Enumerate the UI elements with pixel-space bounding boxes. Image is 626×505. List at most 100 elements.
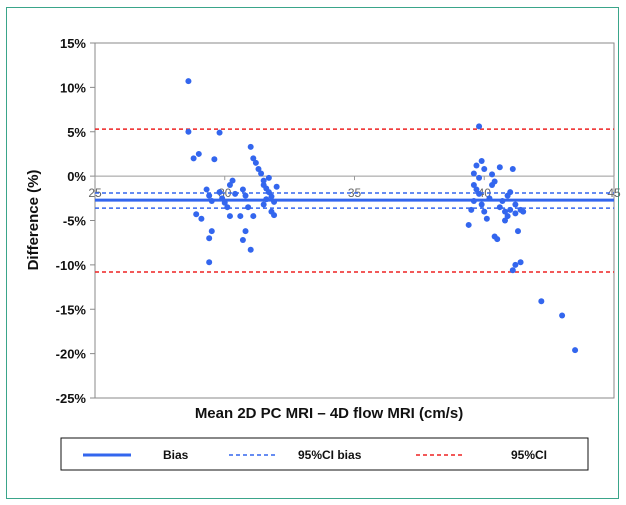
data-point	[470, 170, 477, 177]
data-point	[250, 155, 257, 162]
y-tick-label: 10%	[60, 80, 86, 95]
data-point	[252, 159, 259, 166]
data-point	[504, 213, 511, 220]
data-point	[512, 201, 519, 208]
y-tick-label: 5%	[67, 125, 86, 140]
data-point	[242, 192, 249, 199]
chart-frame	[6, 7, 619, 499]
data-point	[265, 189, 272, 196]
data-point	[258, 170, 265, 177]
data-point	[517, 259, 524, 266]
data-point	[226, 182, 233, 188]
y-tick-label: -20%	[56, 347, 87, 362]
data-point	[496, 204, 503, 211]
data-point	[504, 192, 511, 199]
data-point	[502, 217, 509, 224]
data-point	[221, 199, 228, 206]
data-point	[491, 178, 498, 185]
data-point	[486, 195, 493, 202]
data-point	[245, 204, 252, 211]
data-point	[483, 215, 490, 222]
data-point	[247, 143, 254, 150]
data-point	[538, 298, 545, 305]
data-point	[465, 221, 472, 228]
data-point	[273, 183, 280, 190]
data-point	[208, 228, 215, 235]
data-point	[195, 150, 202, 157]
data-point	[265, 174, 272, 181]
data-point	[271, 212, 278, 219]
data-point	[203, 186, 210, 193]
data-point	[206, 192, 213, 199]
data-point	[470, 197, 477, 204]
data-point	[481, 208, 488, 215]
data-point	[496, 164, 503, 171]
data-point	[216, 129, 223, 136]
legend-bias-label: Bias	[163, 448, 189, 462]
data-point	[572, 347, 579, 354]
data-point	[507, 206, 514, 213]
data-point	[229, 177, 236, 184]
data-point	[185, 128, 192, 135]
y-tick-label: -10%	[56, 258, 87, 273]
data-point	[263, 196, 270, 203]
data-point	[247, 246, 254, 253]
x-tick-label: 45	[607, 186, 621, 200]
data-point	[494, 236, 501, 243]
data-point	[193, 211, 200, 218]
data-point	[226, 213, 233, 220]
data-point	[260, 177, 267, 184]
legend: Bias 95%CI bias 95%CI	[60, 437, 589, 471]
reference-lines	[95, 128, 614, 273]
data-point	[509, 166, 516, 173]
data-point	[255, 166, 262, 173]
data-point	[520, 208, 527, 215]
legend-ci-bias-label: 95%CI bias	[298, 448, 362, 462]
data-point	[206, 235, 213, 242]
y-tick-label: 0%	[67, 169, 86, 184]
data-point	[268, 193, 275, 200]
data-point	[473, 186, 480, 193]
y-tick-label: -15%	[56, 302, 87, 317]
plot-area	[94, 42, 615, 399]
data-point	[190, 155, 197, 162]
data-point	[470, 182, 477, 188]
data-point	[232, 190, 239, 197]
data-point	[216, 189, 223, 196]
legend-ci-label: 95%CI	[511, 448, 547, 462]
data-point	[198, 215, 205, 222]
data-point	[185, 78, 192, 85]
data-point	[478, 201, 485, 208]
data-point	[239, 186, 246, 193]
y-tick-label: -25%	[56, 391, 87, 406]
data-point	[499, 197, 506, 204]
data-point	[271, 198, 278, 205]
data-point	[559, 312, 566, 319]
data-point	[260, 201, 267, 208]
data-point	[208, 197, 215, 204]
data-point	[250, 213, 257, 220]
data-point	[468, 206, 475, 213]
data-point	[512, 261, 519, 268]
data-point	[237, 213, 244, 220]
data-point	[512, 210, 519, 217]
data-point	[219, 195, 226, 202]
data-point	[514, 228, 521, 235]
data-point	[489, 171, 496, 178]
data-point	[473, 162, 480, 169]
data-point	[206, 259, 213, 266]
y-axis-title: Difference (%)	[25, 170, 42, 271]
legend-box	[60, 437, 589, 471]
data-point	[476, 174, 483, 181]
data-point	[509, 267, 516, 274]
x-axis-ticks: 25 30 35 40 45	[88, 176, 621, 200]
data-point	[242, 228, 249, 235]
data-point	[476, 190, 483, 197]
y-tick-label: 15%	[60, 36, 86, 51]
data-point	[211, 156, 218, 163]
data-points	[185, 78, 579, 354]
x-axis-title: Mean 2D PC MRI – 4D flow MRI (cm/s)	[195, 405, 463, 422]
data-point	[478, 158, 485, 165]
data-point	[476, 123, 483, 130]
